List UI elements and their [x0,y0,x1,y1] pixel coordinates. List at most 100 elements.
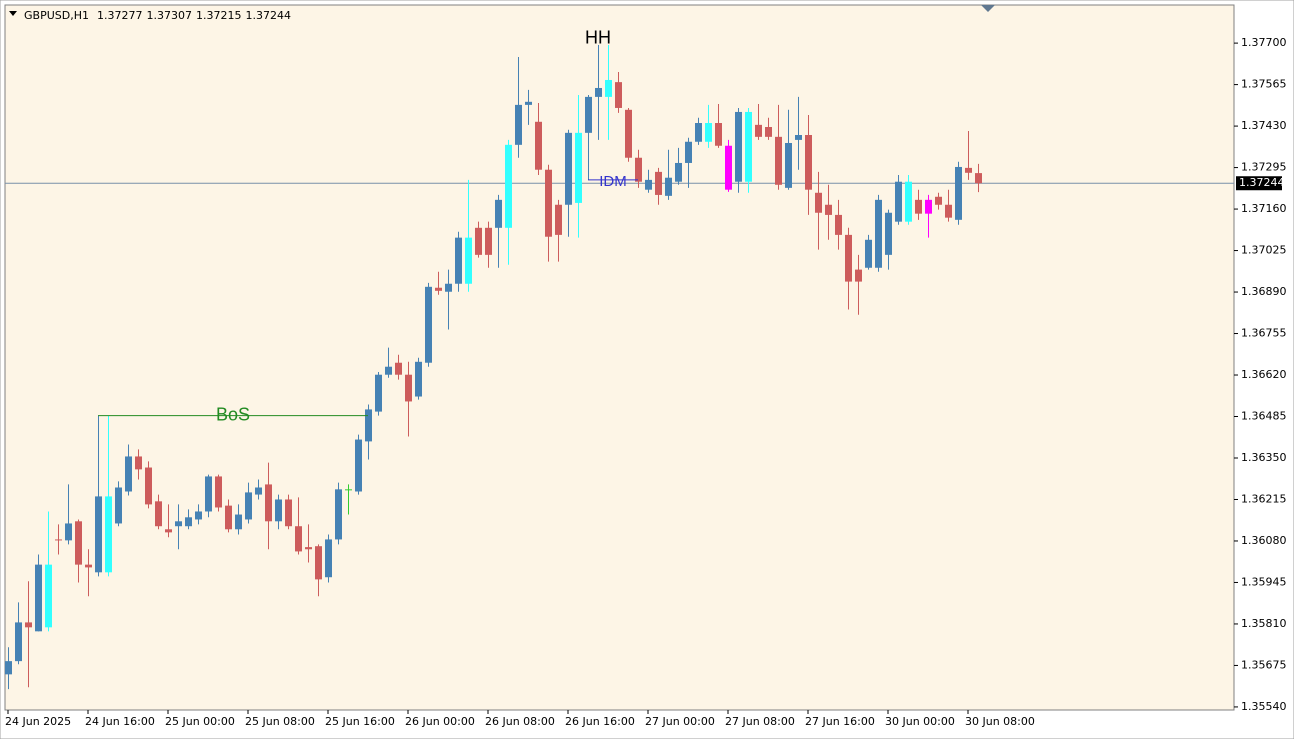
y-tick-label: 1.36620 [1241,368,1287,381]
candle-body [25,622,32,628]
y-tick-label: 1.36350 [1241,451,1287,464]
x-tick-label: 26 Jun 00:00 [405,715,475,728]
price-tag-label: 1.37244 [1239,176,1285,189]
annotation-label: IDM [599,173,627,190]
candle-body [165,529,172,533]
y-tick-label: 1.35810 [1241,617,1287,630]
x-tick-label: 27 Jun 00:00 [645,715,715,728]
candle-body [305,547,312,550]
y-tick-label: 1.36080 [1241,534,1287,547]
shift-marker [981,5,995,12]
candle-body [275,499,282,522]
candle-body [545,169,552,237]
candle-body [195,511,202,520]
candle-body [625,109,632,158]
candle-body [745,111,752,182]
candle-body [725,145,732,190]
x-tick-label: 27 Jun 08:00 [725,715,795,728]
candle-body [105,496,112,573]
annotation-label: HH [585,28,611,48]
candle-body [735,111,742,182]
y-tick-label: 1.37700 [1241,36,1287,49]
candle-body [345,489,352,491]
candle-body [15,622,22,662]
candle-body [875,199,882,268]
candle-body [855,269,862,282]
header: GBPUSD,H1 1.37277 1.37307 1.37215 1.37244 [24,9,291,22]
candle-body [575,132,582,203]
candle-body [785,142,792,188]
candle-body [255,487,262,495]
x-tick-label: 24 Jun 2025 [5,715,71,728]
candle-body [55,539,62,541]
candle-body [585,96,592,133]
candle-body [245,492,252,520]
x-tick-label: 27 Jun 16:00 [805,715,875,728]
candle-body [675,162,682,182]
candle-body [125,456,132,492]
x-tick-label: 25 Jun 16:00 [325,715,395,728]
candle-body [435,287,442,291]
y-tick-label: 1.35540 [1241,700,1287,713]
candle-body [935,196,942,205]
candle-body [975,173,982,184]
candle-body [95,496,102,573]
y-tick-label: 1.36755 [1241,327,1287,340]
close-value: 1.37244 [245,9,291,22]
y-tick-label: 1.37565 [1241,78,1287,91]
candle-body [485,227,492,255]
candle-body [265,484,272,522]
candle-body [325,539,332,578]
candle-body [85,564,92,568]
open-value: 1.37277 [97,9,143,22]
candle-body [375,374,382,412]
candle-body [915,199,922,214]
low-value: 1.37215 [196,9,242,22]
candle-body [595,87,602,97]
candle-body [395,362,402,375]
candle-body [865,239,872,268]
y-tick-label: 1.35945 [1241,575,1287,588]
candle-body [185,517,192,527]
x-tick-label: 25 Jun 08:00 [245,715,315,728]
candle-body [155,501,162,527]
symbol: GBPUSD,H1 [24,9,89,22]
candle-body [695,123,702,142]
plot-area [4,4,1235,711]
candle-body [655,171,662,195]
candle-body [215,476,222,508]
menu-arrow [9,11,17,16]
candle-body [285,499,292,527]
candle-body [775,136,782,185]
y-tick-label: 1.36890 [1241,285,1287,298]
y-tick-label: 1.36485 [1241,410,1287,423]
candle-body [885,212,892,255]
candle-body [135,456,142,470]
candle-body [955,166,962,220]
candle-body [315,546,322,580]
candle-body [515,104,522,145]
candle-body [835,214,842,235]
candle-body [45,564,52,628]
candle-body [365,409,372,442]
x-tick-label: 24 Jun 16:00 [85,715,155,728]
y-tick-label: 1.37295 [1241,161,1287,174]
candle-body [895,181,902,222]
candle-body [555,204,562,235]
candle-body [65,523,72,541]
x-tick-label: 25 Jun 00:00 [165,715,235,728]
candle-body [805,134,812,190]
candle-body [175,521,182,527]
candle-body [505,144,512,228]
x-tick-label: 26 Jun 08:00 [485,715,555,728]
y-tick-label: 1.37160 [1241,202,1287,215]
candle-body [525,101,532,105]
candle-body [35,564,42,632]
y-tick-label: 1.37430 [1241,119,1287,132]
candle-body [635,157,642,182]
candle-body [565,132,572,205]
candle-body [235,514,242,530]
candle-body [445,283,452,292]
candle-body [115,487,122,524]
